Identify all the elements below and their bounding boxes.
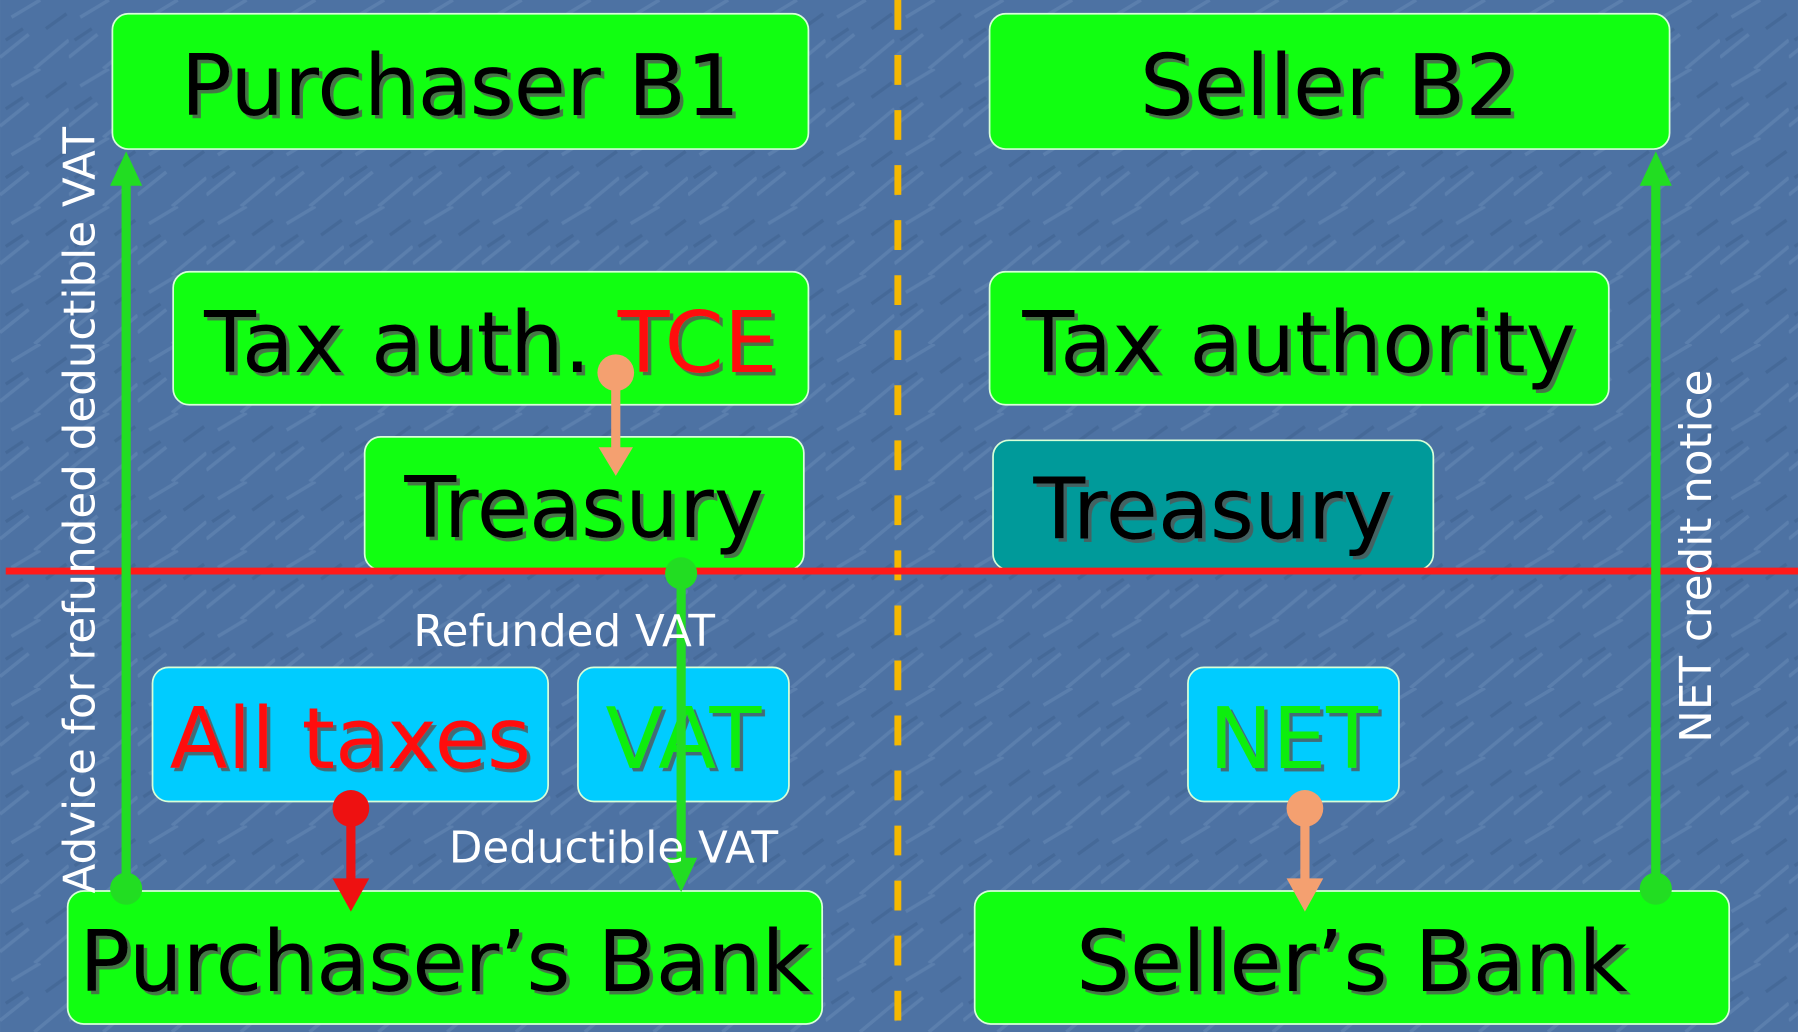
node-label: Seller’s Bank <box>1076 913 1628 1012</box>
arrow-head <box>1286 878 1324 912</box>
node-label-text: Treasury <box>1032 460 1393 559</box>
node-label-text: Purchaser’s Bank <box>79 913 810 1012</box>
node-label: Seller B2 <box>1140 37 1519 136</box>
node-box <box>988 12 1671 150</box>
node-label-text: Seller’s Bank <box>1076 913 1628 1012</box>
node-label: Purchaser B1 <box>181 37 740 136</box>
node-box <box>172 270 810 406</box>
arrow-dot <box>1286 790 1324 827</box>
arrow-head <box>665 857 698 893</box>
node-label-text: Tax auth. <box>203 293 618 392</box>
node-label-text: NET <box>1209 690 1379 789</box>
node-label: Tax authority <box>1021 293 1576 392</box>
arrows <box>110 151 1672 912</box>
node-label: Tax auth. TCE <box>203 293 777 392</box>
node-label-text: Tax authority <box>1021 293 1576 392</box>
edge-label: NET credit notice <box>1672 370 1722 743</box>
arrow-dot <box>597 354 635 392</box>
edge-label: Refunded VAT <box>413 607 715 657</box>
node-label: All taxes <box>170 690 531 789</box>
node-label: NET <box>1209 690 1379 789</box>
node-box <box>988 270 1610 406</box>
arrow-dot <box>332 790 370 827</box>
arrow-head <box>110 151 143 186</box>
edge-label: Deductible VAT <box>449 824 779 874</box>
arrow-dot <box>1639 872 1672 905</box>
edge-label: Advice for refunded deductible VAT <box>55 127 105 894</box>
node-label-text: Purchaser B1 <box>181 37 740 136</box>
node-label: Purchaser’s Bank <box>79 913 810 1012</box>
arrow-head <box>332 878 370 912</box>
arrow-head <box>1639 151 1672 186</box>
arrow-dot <box>665 557 698 590</box>
node-box <box>66 890 824 1025</box>
node-label-text: All taxes <box>170 690 531 789</box>
node-label-text: Seller B2 <box>1140 37 1519 136</box>
node-label: Treasury <box>403 458 764 557</box>
arrow-head <box>598 447 633 476</box>
node-highlight: TCE <box>617 293 778 392</box>
node-label: Treasury <box>1032 460 1393 559</box>
arrow-dot <box>110 872 143 905</box>
node-box <box>973 890 1731 1025</box>
node-label-text: Treasury <box>403 458 764 557</box>
node-box <box>111 12 810 150</box>
